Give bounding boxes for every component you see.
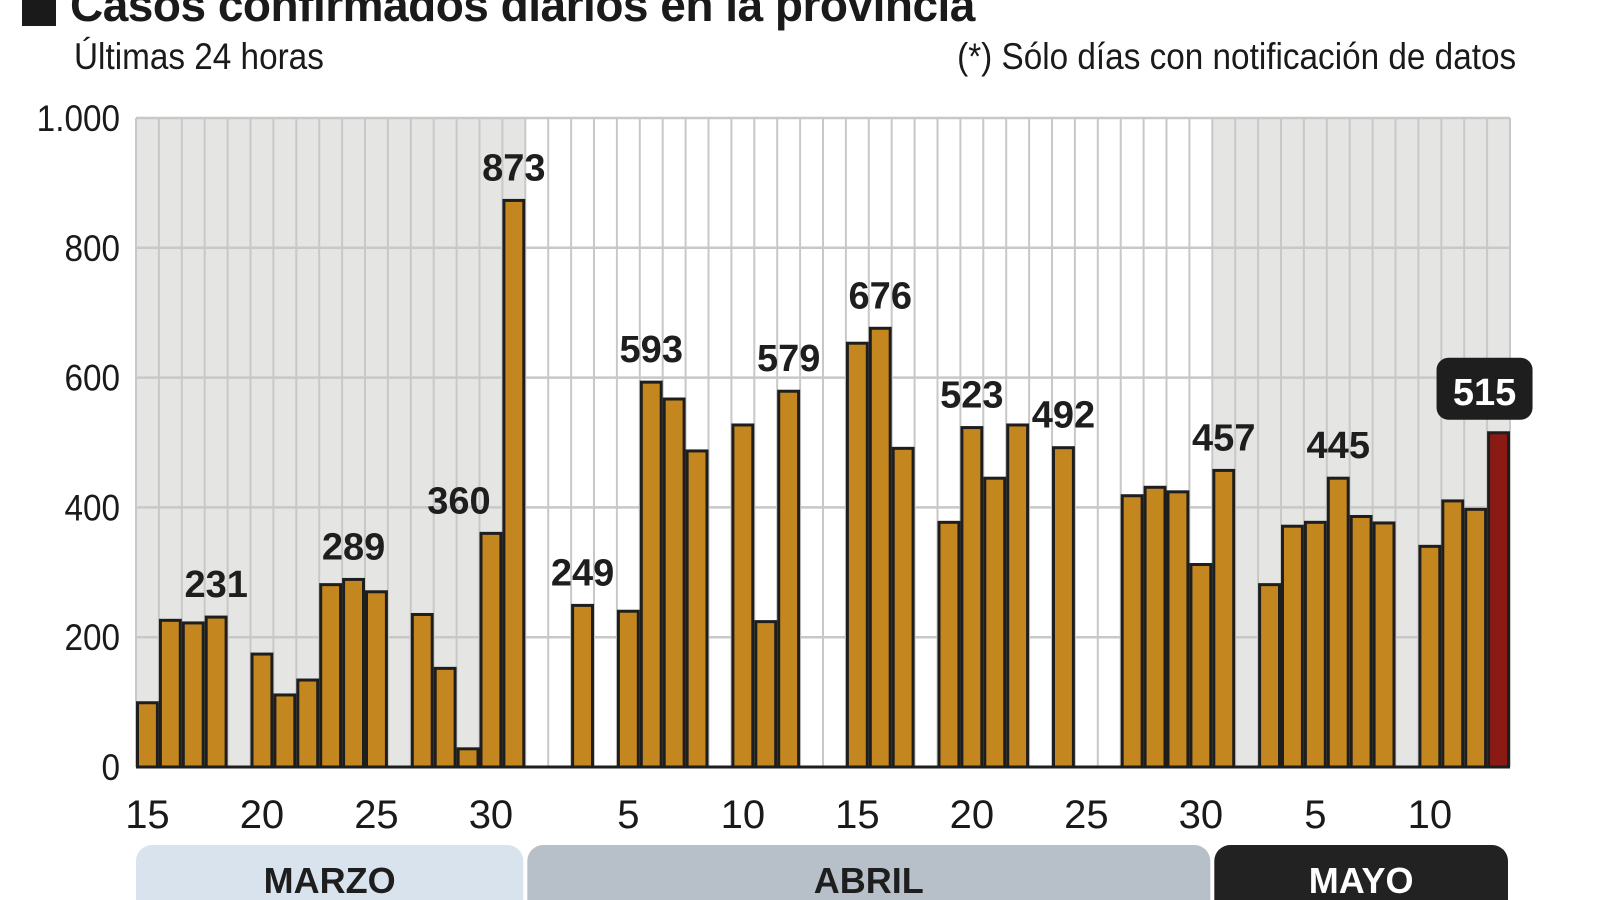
bar-mayo-5 [1303, 520, 1327, 769]
x-tick-label: 20 [950, 793, 995, 837]
x-tick-label: 5 [617, 793, 639, 837]
value-label: 457 [1192, 417, 1255, 459]
bar-abril-5 [616, 609, 640, 769]
month-label: MAYO [1309, 860, 1414, 900]
y-tick-label: 600 [64, 358, 120, 399]
bar-abril-30 [1189, 563, 1213, 769]
bar-abril-29 [1166, 490, 1190, 769]
x-tick-label: 10 [721, 793, 766, 837]
bar-marzo-31 [502, 198, 526, 769]
month-label: MARZO [264, 860, 396, 900]
bar-marzo-16 [158, 618, 182, 769]
value-label: 445 [1307, 425, 1370, 467]
bar-mayo-6 [1326, 476, 1350, 769]
x-tick-label: 15 [835, 793, 880, 837]
x-tick-label: 5 [1304, 793, 1326, 837]
bar-marzo-20 [250, 652, 274, 769]
x-tick-label: 10 [1408, 793, 1453, 837]
bar-marzo-17 [181, 621, 205, 769]
bar-marzo-22 [296, 678, 320, 769]
bar-mayo-4 [1281, 524, 1304, 769]
chart-title-text: Casos confirmados diarios en la provinci… [70, 0, 975, 31]
chart-note: (*) Sólo días con notificación de datos [956, 36, 1516, 77]
bar-marzo-27 [410, 612, 434, 769]
bar-abril-24 [1052, 446, 1075, 769]
chart-title: Casos confirmados diarios en la provinci… [22, 0, 975, 32]
bar-abril-20 [960, 426, 984, 769]
bar-marzo-24 [342, 577, 366, 769]
bar-mayo-13 [1487, 431, 1510, 769]
bar-marzo-30 [479, 531, 503, 769]
month-pill-mayo [1214, 845, 1508, 900]
bar-marzo-21 [273, 693, 297, 769]
value-label: 579 [757, 338, 820, 380]
month-pill-abril [527, 845, 1211, 900]
x-tick-label: 25 [1064, 793, 1109, 837]
chart-subtitle: Últimas 24 horas [74, 36, 324, 77]
bar-marzo-29 [456, 747, 480, 769]
bar-abril-19 [937, 520, 961, 769]
y-tick-label: 400 [64, 488, 120, 529]
bar-abril-28 [1143, 485, 1167, 769]
x-tick-label: 25 [354, 793, 399, 837]
value-label-highlight: 515 [1453, 372, 1516, 414]
bar-abril-21 [983, 476, 1007, 769]
bar-abril-3 [571, 603, 594, 769]
bar-abril-11 [754, 620, 778, 769]
bar-marzo-25 [365, 590, 388, 769]
bar-mayo-10 [1418, 544, 1442, 769]
bar-abril-27 [1120, 494, 1144, 769]
bar-abril-7 [662, 397, 686, 769]
y-tick-label: 200 [64, 618, 120, 659]
value-badge [1436, 357, 1533, 420]
bar-marzo-18 [204, 615, 228, 769]
bar-mayo-8 [1372, 521, 1396, 769]
value-label: 231 [184, 564, 247, 606]
value-label: 289 [322, 526, 385, 568]
x-tick-label: 20 [240, 793, 285, 837]
bar-mayo-11 [1441, 499, 1465, 769]
bar-abril-16 [868, 326, 892, 769]
bar-abril-6 [639, 380, 663, 769]
value-label: 360 [427, 480, 490, 522]
bar-marzo-23 [319, 583, 343, 769]
y-tick-label: 1.000 [37, 98, 120, 139]
bar-abril-15 [845, 341, 869, 769]
x-tick-label: 15 [125, 793, 170, 837]
month-pill-marzo [136, 845, 524, 900]
x-tick-label: 30 [469, 793, 514, 837]
bar-mayo-1 [1212, 468, 1236, 769]
bar-marzo-15 [136, 701, 159, 769]
value-label: 676 [849, 275, 912, 317]
bar-mayo-3 [1258, 583, 1281, 769]
bar-abril-17 [891, 446, 915, 769]
value-label: 249 [551, 552, 614, 594]
value-label: 523 [940, 375, 1003, 417]
value-label: 873 [482, 147, 545, 189]
bar-marzo-28 [433, 666, 457, 769]
bar-abril-12 [777, 389, 801, 769]
bar-mayo-12 [1464, 507, 1488, 769]
y-tick-label: 800 [64, 228, 120, 269]
title-square-icon [22, 0, 56, 26]
bar-mayo-7 [1349, 514, 1373, 769]
x-tick-label: 30 [1179, 793, 1224, 837]
y-tick-label: 0 [101, 747, 120, 788]
bar-abril-10 [731, 423, 755, 769]
value-label: 593 [620, 329, 683, 371]
value-label: 492 [1032, 395, 1095, 437]
bar-abril-22 [1006, 423, 1030, 769]
month-label: ABRIL [814, 860, 924, 900]
bar-abril-8 [685, 449, 709, 769]
